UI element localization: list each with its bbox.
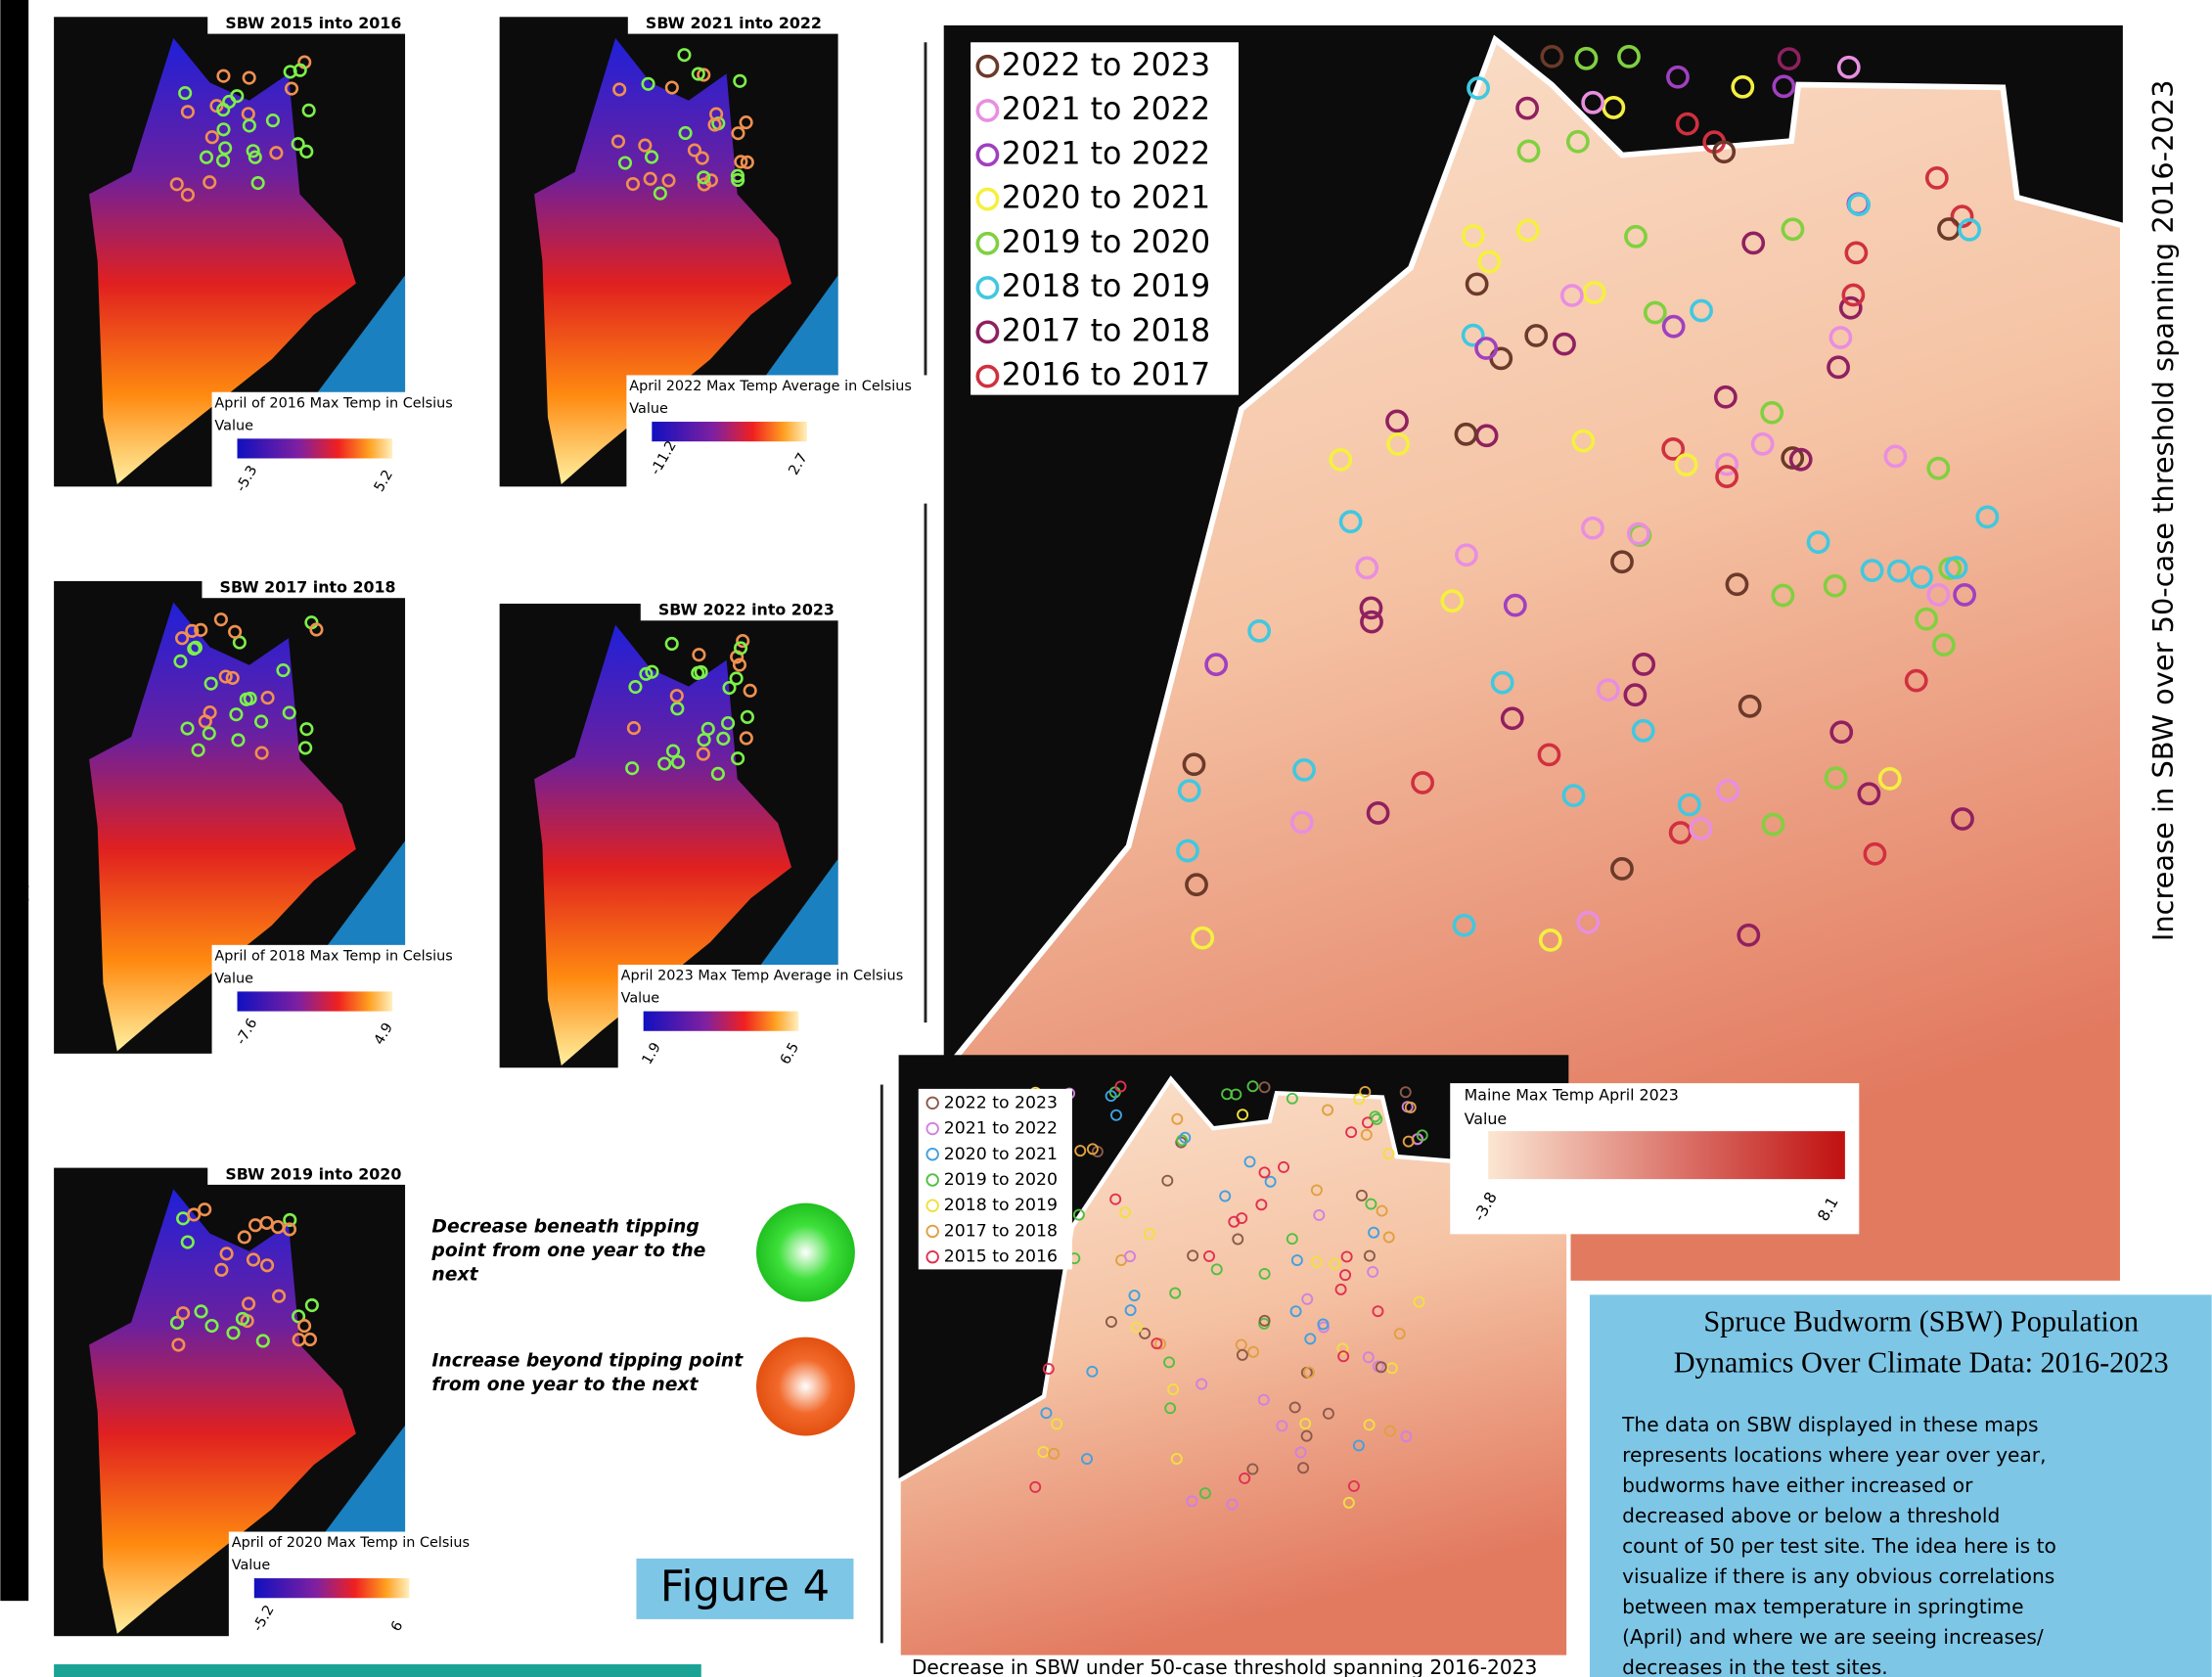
legend-label: 2019 to 2020 xyxy=(944,1170,1058,1190)
legend-value: Value xyxy=(621,991,660,1007)
legend-label: 2021 to 2022 xyxy=(944,1119,1058,1139)
colorbar xyxy=(254,1578,410,1598)
map-title: SBW 2022 into 2023 xyxy=(658,601,835,619)
legend-label: 2018 to 2019 xyxy=(944,1196,1058,1215)
key-text: next xyxy=(431,1265,478,1286)
colorbar-title: Maine Max Temp April 2023 xyxy=(1465,1086,1679,1105)
legend-value: Value xyxy=(214,418,253,433)
info-body: represents locations where year over yea… xyxy=(1622,1443,2046,1467)
map-title: SBW 2017 into 2018 xyxy=(220,578,396,597)
info-body: decreases in the test sites. xyxy=(1622,1655,1888,1677)
legend-title: April 2022 Max Temp Average in Celsius xyxy=(629,379,912,394)
left-strip xyxy=(0,0,28,1601)
colorbar xyxy=(238,991,393,1011)
footer-bar xyxy=(54,1664,701,1677)
legend-value: Value xyxy=(214,971,253,986)
legend-label: 2021 to 2022 xyxy=(1002,136,1210,171)
legend-value: Value xyxy=(232,1558,271,1573)
info-body: decreased above or below a threshold xyxy=(1622,1504,2000,1527)
legend-label: 2018 to 2019 xyxy=(1002,269,1210,304)
key-text: Increase beyond tipping point xyxy=(431,1351,744,1372)
cut-text: e xyxy=(0,1215,18,1248)
page: { "left_strip": ["e", "nt", "d", "e"], "… xyxy=(0,0,2212,1677)
key-swatch xyxy=(756,1203,855,1302)
map-title: SBW 2021 into 2022 xyxy=(646,14,822,32)
key-text: Decrease beneath tipping xyxy=(431,1217,699,1238)
info-body: between max temperature in springtime xyxy=(1622,1595,2023,1618)
legend-label: 2017 to 2018 xyxy=(1002,313,1210,348)
legend-label: 2022 to 2023 xyxy=(1002,48,1210,83)
figure-label: Figure 4 xyxy=(660,1563,830,1611)
info-body: count of 50 per test site. The idea here… xyxy=(1622,1534,2056,1558)
legend-label: 2015 to 2016 xyxy=(944,1247,1058,1267)
legend-label: 2021 to 2022 xyxy=(1002,92,1210,127)
legend-title: April of 2018 Max Temp in Celsius xyxy=(214,948,452,964)
legend-label: 2020 to 2021 xyxy=(1002,181,1210,216)
legend-label: 2019 to 2020 xyxy=(1002,225,1210,260)
info-body: budworms have either increased or xyxy=(1622,1473,1973,1497)
key-text: point from one year to the xyxy=(430,1241,705,1261)
map-caption: Decrease in SBW under 50-case threshold … xyxy=(912,1655,1538,1677)
legend-value: Value xyxy=(629,401,668,417)
legend-title: April 2023 Max Temp Average in Celsius xyxy=(621,969,904,984)
map-title: SBW 2019 into 2020 xyxy=(225,1164,401,1183)
legend-title: April of 2020 Max Temp in Celsius xyxy=(232,1535,470,1551)
cut-text: d xyxy=(0,990,18,1023)
side-title: Increase in SBW over 50-case threshold s… xyxy=(2146,80,2180,942)
info-title: Dynamics Over Climate Data: 2016-2023 xyxy=(1674,1345,2169,1379)
colorbar xyxy=(652,422,807,441)
info-body: (April) and where we are seeing increase… xyxy=(1622,1625,2044,1649)
legend-title: April of 2016 Max Temp in Celsius xyxy=(214,395,452,411)
colorbar-value: Value xyxy=(1465,1110,1508,1128)
key-text: from one year to the next xyxy=(431,1375,699,1395)
legend-label: 2020 to 2021 xyxy=(944,1145,1058,1164)
colorbar xyxy=(644,1012,799,1031)
info-body: The data on SBW displayed in these maps xyxy=(1621,1413,2038,1436)
info-body: visualize if there is any obvious correl… xyxy=(1622,1564,2054,1588)
info-title: Spruce Budworm (SBW) Population xyxy=(1703,1305,2139,1338)
colorbar xyxy=(1488,1131,1845,1179)
legend-label: 2017 to 2018 xyxy=(944,1221,1058,1241)
content: e nt d e SBW 2015 into 2016 April of 2016 Max… xyxy=(0,12,2211,1677)
key-swatch xyxy=(756,1337,855,1436)
colorbar xyxy=(238,438,393,458)
legend-label: 2016 to 2017 xyxy=(1002,358,1210,393)
map-title: SBW 2015 into 2016 xyxy=(225,14,401,32)
poster: e nt d e SBW 2015 into 2016 April of 2016 Max… xyxy=(0,0,2212,1677)
cut-text: e xyxy=(0,30,18,64)
legend-label: 2022 to 2023 xyxy=(944,1093,1058,1112)
cut-text: nt xyxy=(0,874,29,907)
